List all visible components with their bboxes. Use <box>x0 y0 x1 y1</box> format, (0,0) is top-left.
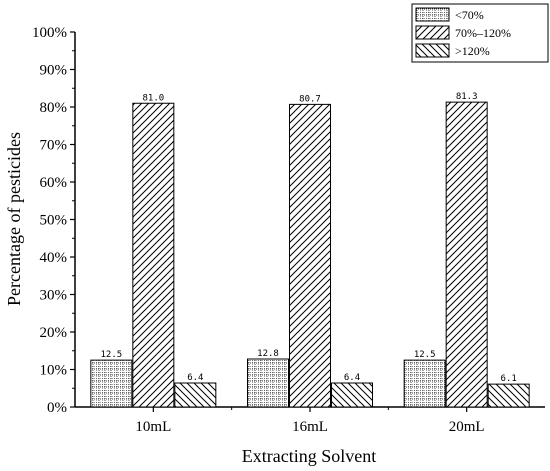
bar <box>90 359 133 408</box>
y-axis-title: Percentage of pesticides <box>4 132 24 306</box>
y-tick-label: 80% <box>40 100 68 116</box>
bar <box>403 359 446 408</box>
x-tick-label: 16mL <box>292 419 328 435</box>
y-tick-label: 90% <box>40 63 68 79</box>
y-tick-label: 10% <box>40 363 68 379</box>
bar <box>289 103 331 408</box>
x-tick-label: 20mL <box>449 419 485 435</box>
bar <box>331 382 373 408</box>
legend-swatch <box>415 43 450 58</box>
data-label: 12.8 <box>257 349 279 359</box>
bar <box>487 383 530 408</box>
data-label: 80.7 <box>299 94 321 104</box>
x-axis-title: Extracting Solvent <box>242 446 376 466</box>
data-label: 12.5 <box>414 350 436 360</box>
data-label: 12.5 <box>100 350 122 360</box>
y-tick-label: 20% <box>40 325 68 341</box>
y-tick-label: 60% <box>40 175 68 191</box>
legend-label: >120% <box>455 44 490 58</box>
bar <box>174 382 217 408</box>
legend-swatch <box>415 25 450 40</box>
x-tick-label: 10mL <box>135 419 171 435</box>
y-tick-label: 50% <box>40 213 68 229</box>
legend: <70% 70%–120% >120% <box>411 3 549 63</box>
y-tick-label: 100% <box>32 25 67 41</box>
data-label: 6.4 <box>187 373 203 383</box>
bar <box>445 101 488 408</box>
y-tick-label: 0% <box>47 400 67 416</box>
legend-swatch <box>415 7 450 22</box>
data-label: 81.0 <box>142 93 164 103</box>
y-tick-label: 70% <box>40 138 68 154</box>
y-tick-label: 30% <box>40 288 68 304</box>
y-tick-label: 40% <box>40 250 68 266</box>
legend-label: 70%–120% <box>455 26 511 40</box>
plot-area: 0% 10% 20% 30% 40% 50% 60% 70% 80% 90% 100% 10mL 16… <box>32 25 545 435</box>
legend-label: <70% <box>455 8 484 22</box>
data-label: 81.3 <box>456 92 478 102</box>
bar <box>132 102 175 408</box>
data-label: 6.1 <box>501 374 517 384</box>
data-label: 6.4 <box>344 373 360 383</box>
bar <box>247 358 289 408</box>
